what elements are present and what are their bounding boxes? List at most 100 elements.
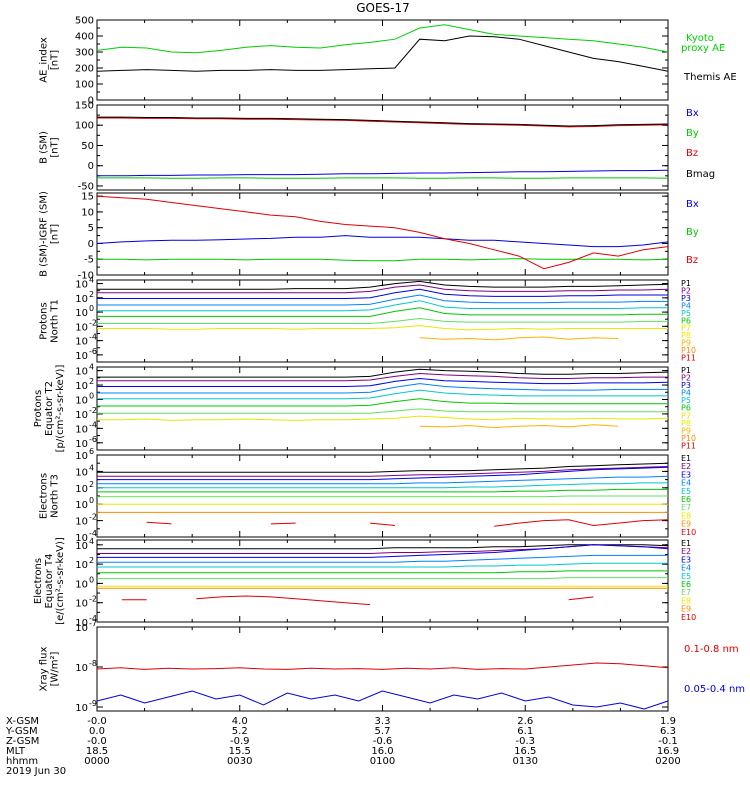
y-tick-exponent: 2 (89, 480, 94, 489)
y-axis-label-eequator: Equator T4 (44, 554, 55, 609)
panel-frame-ae (96, 19, 669, 101)
y-tick-label: 10 (75, 337, 88, 348)
y-tick-label: 500 (75, 16, 94, 27)
y-tick-label: 10 (75, 439, 88, 450)
y-tick-label: 400 (75, 32, 94, 43)
legend-entry: Themis AE (683, 72, 737, 83)
legend-entry: E10 (681, 613, 696, 622)
x-axis-value: 0.0 (89, 726, 105, 737)
series-line-enorth-e3 (97, 466, 669, 481)
y-tick-label: 10 (75, 322, 88, 333)
y-tick-exponent: 6 (89, 447, 94, 456)
legend-entry: P2 (681, 286, 691, 295)
y-tick-exponent: -6 (89, 435, 97, 444)
series-line-enorth-e10 (146, 519, 669, 527)
series-line-eequator-e10 (121, 595, 594, 606)
legend-entry: E7 (681, 503, 691, 512)
y-tick-exponent: 4 (89, 363, 94, 372)
x-axis-value: 0200 (655, 756, 680, 767)
legend-entry: Bz (686, 255, 698, 266)
y-axis-label-eequator: Electrons (33, 558, 44, 604)
y-tick-label: 10 (75, 517, 88, 528)
y-axis-label-ae: AE_index (39, 37, 50, 83)
y-tick-label: 10 (81, 207, 94, 218)
y-tick-exponent: -2 (89, 406, 97, 415)
series-line-eequator-e4 (97, 554, 668, 563)
legend-entry: Kyoto (686, 33, 714, 44)
legend-entry: P11 (681, 441, 696, 450)
legend-entry: E1 (681, 454, 691, 463)
legend-entry: P5 (681, 396, 691, 405)
legend-entry: E8 (681, 596, 691, 605)
series-line-bsm-bx (97, 169, 669, 177)
x-axis-value: 16.5 (514, 746, 536, 757)
y-tick-exponent: -4 (89, 333, 97, 342)
legend-entry: P2 (681, 374, 691, 383)
y-axis-label-bsm: B (SM) (39, 131, 50, 164)
x-axis-value: 5.2 (232, 726, 248, 737)
legend-entry: P1 (681, 279, 691, 288)
series-line-pequator-p2 (97, 372, 668, 382)
y-axis-label-eequator: [e/(cm²-s-sr-keV)] (55, 537, 66, 625)
y-tick-exponent: 2 (89, 377, 94, 386)
y-tick-label: 10 (75, 541, 88, 552)
x-axis-value: 15.5 (229, 746, 251, 757)
series-line-xray-0-05-0-4-nm (96, 690, 669, 710)
series-line-pequator-p4 (97, 383, 668, 394)
legend-entry: 0.1-0.8 nm (684, 644, 739, 655)
series-line-pequator-p3 (97, 377, 669, 387)
legend-entry: E5 (681, 487, 691, 496)
y-tick-label: 10 (75, 599, 88, 610)
x-axis-row-label: X-GSM (6, 716, 39, 727)
x-axis-value: -0.3 (515, 736, 535, 747)
series-line-eequator-e5 (97, 562, 668, 568)
legend-entry: P5 (681, 309, 691, 318)
y-tick-exponent: -8 (89, 659, 97, 668)
y-tick-label: 10 (75, 381, 88, 392)
series-line-bigrf-by (97, 258, 669, 262)
series-line-enorth-e6 (97, 488, 668, 493)
y-tick-label: 5 (88, 223, 94, 234)
series-line-pnorth-p5 (97, 300, 668, 312)
series-line-enorth-e2 (97, 466, 669, 477)
x-axis-row-label: Y-GSM (5, 726, 38, 737)
series-line-pnorth-p8 (97, 325, 668, 331)
legend-entry: P8 (681, 419, 691, 428)
series-line-pnorth-p4 (97, 294, 668, 306)
legend-entry: By (686, 128, 699, 139)
legend-entry: proxy AE (681, 43, 725, 54)
series-line-enorth-e5 (97, 482, 668, 489)
legend-entry: Bx (686, 108, 699, 119)
x-axis-value: 0100 (370, 756, 395, 767)
legend-entry: E10 (681, 528, 696, 537)
series-line-eequator-e6 (97, 570, 668, 574)
x-axis-value: 0030 (227, 756, 252, 767)
y-tick-label: -10 (78, 271, 94, 282)
series-line-pnorth-p6 (97, 307, 668, 317)
y-tick-exponent: -4 (89, 529, 97, 538)
panel-frame-eequator (96, 539, 669, 623)
x-axis-value: -0.0 (87, 736, 107, 747)
y-tick-label: 10 (75, 308, 88, 319)
y-tick-label: -5 (84, 255, 94, 266)
y-tick-label: 0 (88, 161, 94, 172)
y-tick-label: 10 (75, 410, 88, 421)
x-axis-value: -0.9 (230, 736, 250, 747)
y-axis-label-bsm: [nT] (50, 137, 61, 157)
y-tick-exponent: -2 (89, 513, 97, 522)
y-axis-label-pequator: Equator T2 (44, 381, 55, 436)
y-axis-label-ae: [nT] (50, 50, 61, 70)
x-axis-value: -0.1 (658, 736, 678, 747)
legend-entry: E9 (681, 520, 691, 529)
y-tick-exponent: 0 (89, 496, 94, 505)
chart-title: GOES-17 (356, 1, 410, 15)
series-line-ae-kyoto-proxy-ae (96, 24, 669, 54)
x-axis-value: -0.0 (87, 716, 107, 727)
series-line-pnorth-p1 (97, 280, 669, 290)
legend-entry: E3 (681, 470, 691, 479)
legend-entry: P10 (681, 434, 696, 443)
y-tick-exponent: 2 (89, 556, 94, 565)
legend-entry: E3 (681, 555, 691, 564)
y-tick-label: 10 (75, 395, 88, 406)
series-line-enorth-e7 (97, 495, 668, 498)
